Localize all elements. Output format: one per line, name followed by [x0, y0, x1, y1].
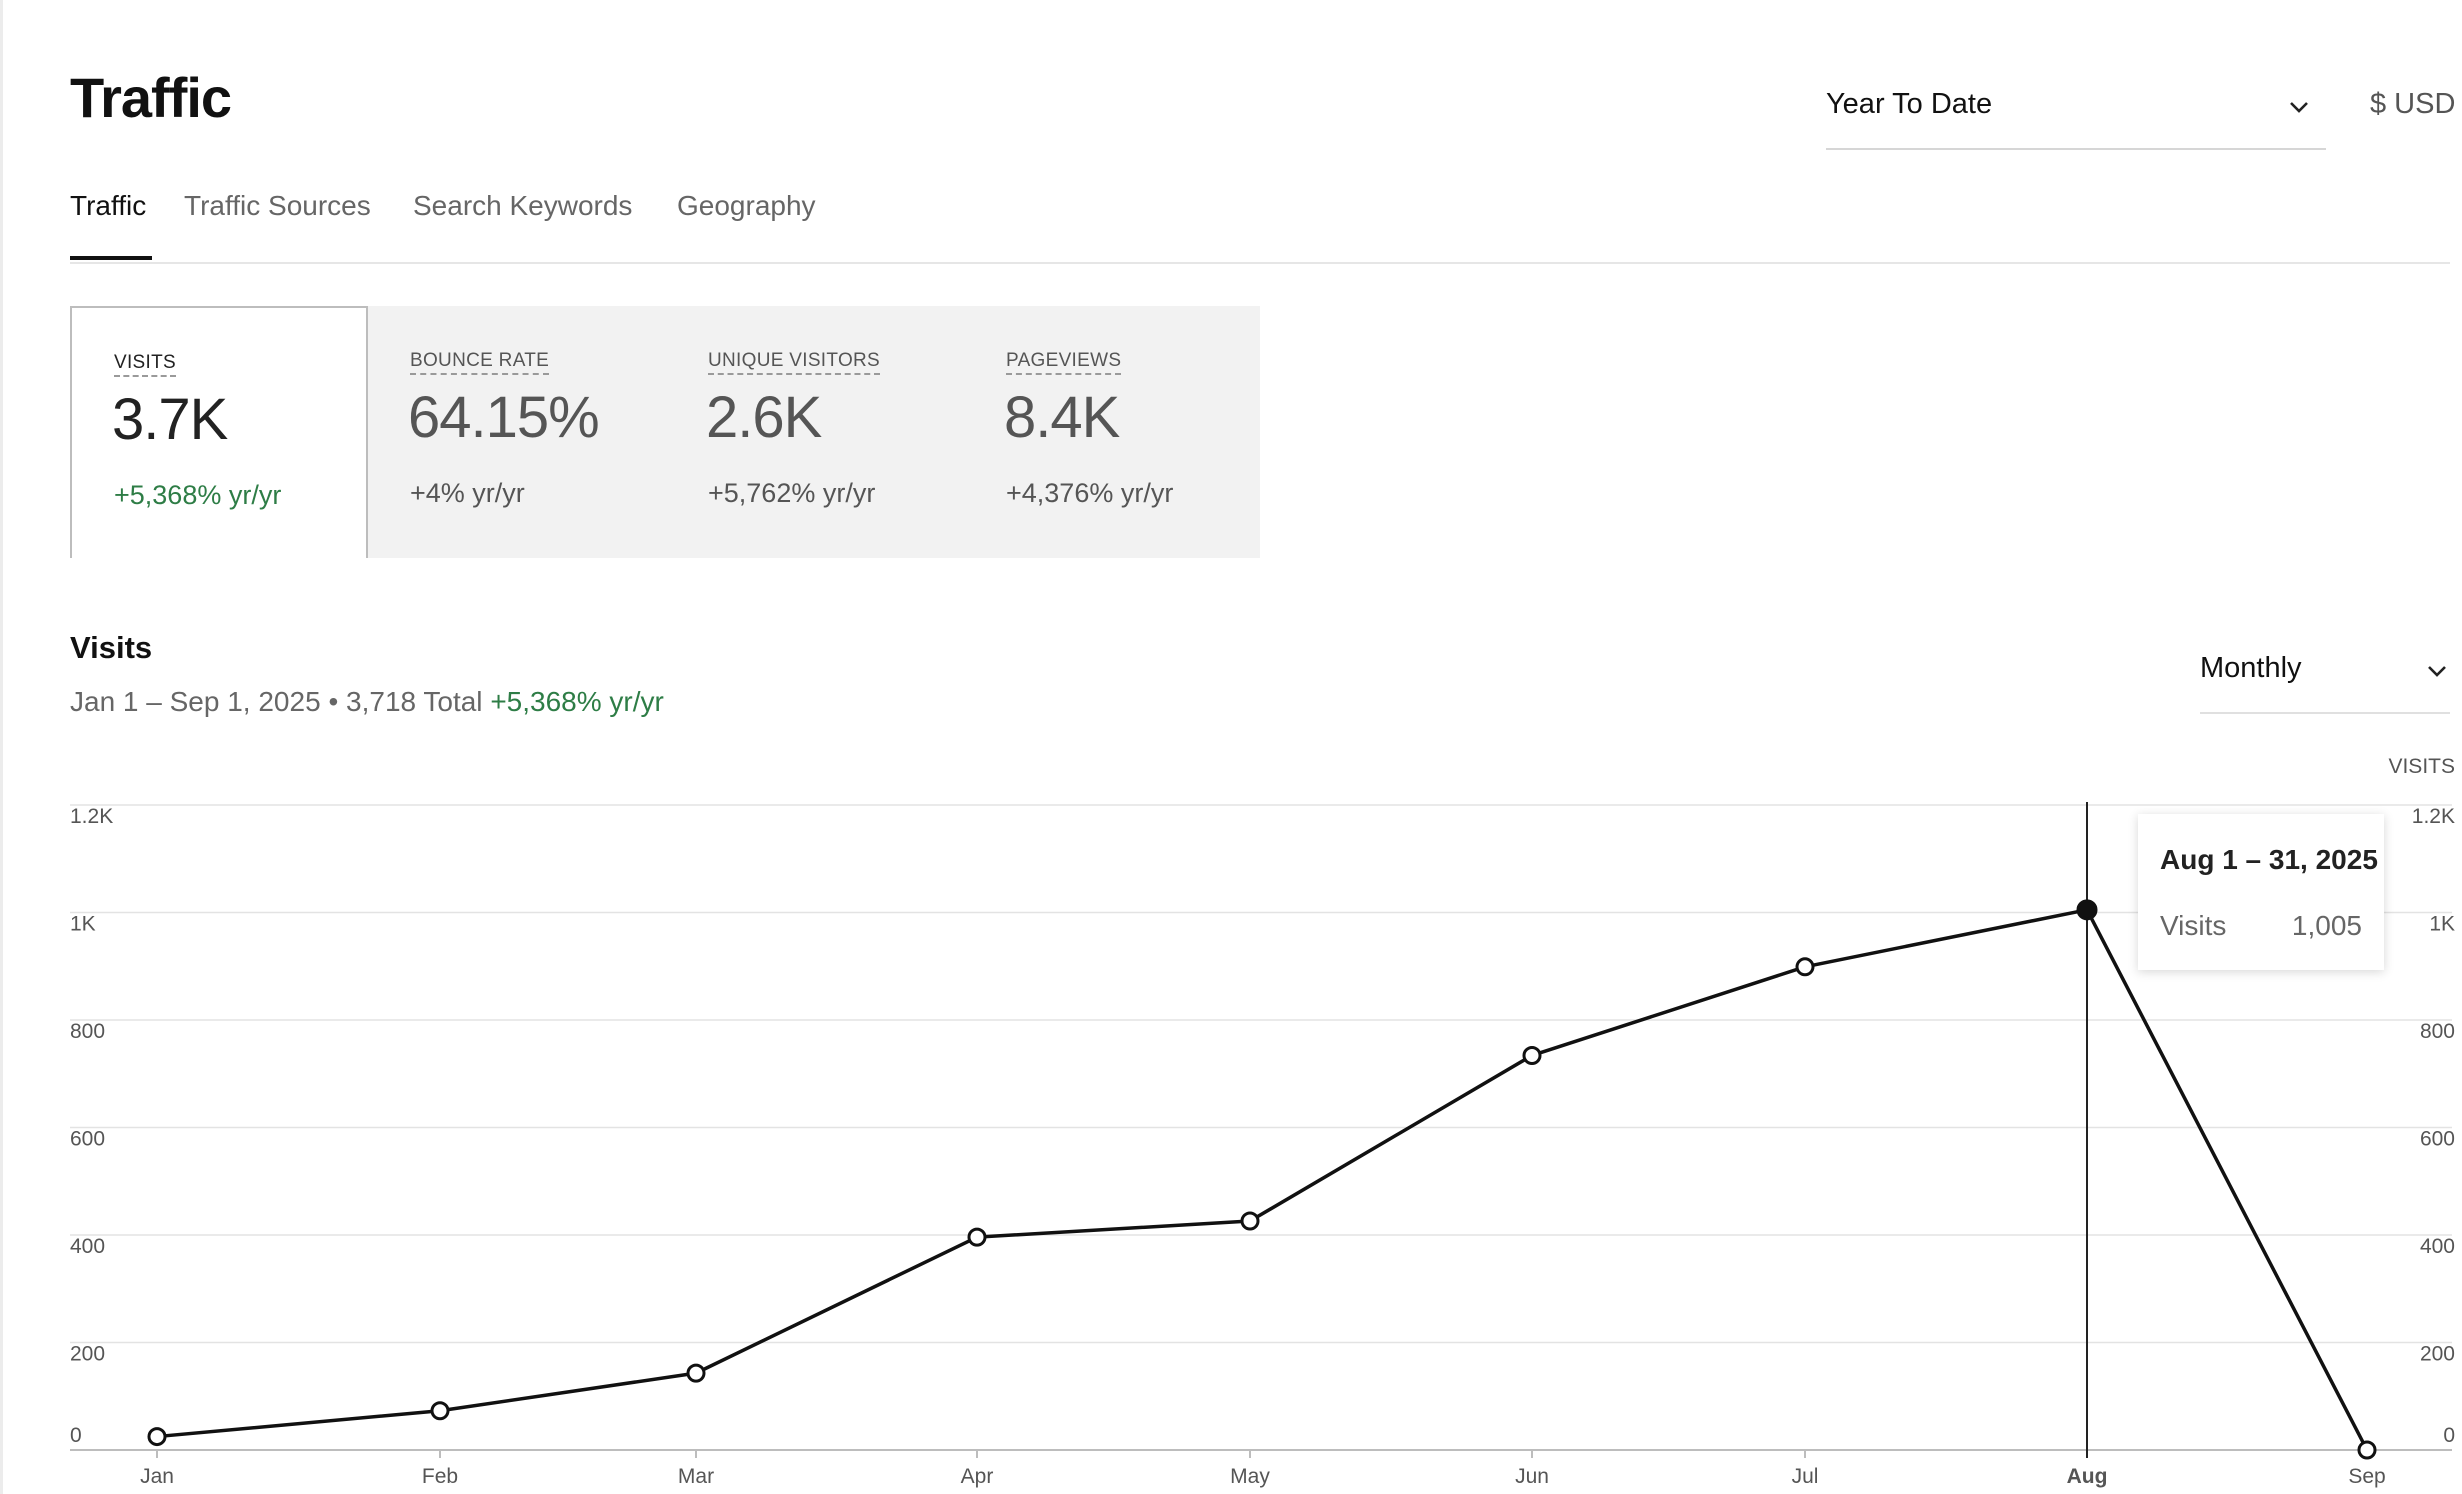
kpi-delta: +5,762% yr/yr: [708, 478, 876, 508]
y-tick-label-left: 800: [70, 1020, 105, 1043]
x-tick-label: Mar: [678, 1465, 714, 1488]
data-point-apr[interactable]: [967, 1227, 987, 1247]
x-tick-label: May: [1230, 1465, 1270, 1488]
chart-series: [147, 802, 2377, 1460]
data-point-jan[interactable]: [147, 1427, 167, 1447]
y-tick-label-left: 600: [70, 1128, 105, 1151]
kpi-delta: +4% yr/yr: [410, 478, 525, 508]
data-point-sep[interactable]: [2357, 1440, 2377, 1460]
page-left-border: [0, 0, 3, 1494]
tooltip-title: Aug 1 – 31, 2025: [2160, 844, 2378, 875]
kpi-label: VISITS: [114, 352, 176, 377]
visits-line-chart: VISITS 0 0 200 200 400 400 600 600 800 800 1K 1K 1.2…: [70, 755, 2455, 1488]
kpi-value: 8.4K: [1004, 385, 1120, 450]
kpi-card-pageviews[interactable]: PAGEVIEWS 8.4K +4,376% yr/yr: [964, 306, 1262, 558]
x-tick-label: Jul: [1792, 1465, 1819, 1488]
kpi-delta: +4,376% yr/yr: [1006, 478, 1174, 508]
data-point-may[interactable]: [1240, 1211, 1260, 1231]
page-title: Traffic: [70, 66, 232, 129]
data-point-aug[interactable]: [2076, 899, 2098, 921]
interval-select[interactable]: Monthly: [2200, 646, 2450, 714]
y-tick-label-left: 400: [70, 1235, 105, 1258]
visits-date-range: Jan 1 – Sep 1, 2025: [70, 686, 321, 717]
y-tick-label-left: 1K: [70, 913, 96, 936]
data-point-jul[interactable]: [1795, 957, 1815, 977]
kpi-label: BOUNCE RATE: [410, 350, 550, 375]
kpi-card-unique-visitors[interactable]: UNIQUE VISITORS 2.6K +5,762% yr/yr: [666, 306, 964, 558]
x-tick-label: Apr: [961, 1465, 994, 1488]
summary-separator: •: [328, 686, 339, 717]
kpi-label: PAGEVIEWS: [1006, 350, 1122, 375]
kpi-card-bounce-rate[interactable]: BOUNCE RATE 64.15% +4% yr/yr: [368, 306, 666, 558]
visits-total: 3,718 Total: [346, 686, 483, 717]
kpi-value: 64.15%: [408, 385, 600, 450]
kpi-delta: +5,368% yr/yr: [114, 480, 282, 510]
right-axis-title: VISITS: [2388, 755, 2455, 778]
series-line-visits: [156, 908, 2369, 1451]
y-tick-label-left: 1.2K: [70, 805, 113, 828]
tab-bar: Traffic Traffic Sources Search Keywords …: [70, 190, 2450, 264]
x-tick-label: Jun: [1515, 1465, 1549, 1488]
y-tick-label-right: 200: [2420, 1343, 2455, 1366]
chart-gridlines: [70, 804, 2452, 1451]
data-point-jun[interactable]: [1522, 1045, 1542, 1065]
chevron-down-icon: [2290, 102, 2308, 113]
y-tick-label-right: 0: [2443, 1424, 2455, 1447]
y-tick-label-right: 800: [2420, 1020, 2455, 1043]
kpi-panel: VISITS 3.7K +5,368% yr/yr BOUNCE RATE 64…: [70, 306, 1260, 558]
tab-traffic[interactable]: Traffic: [70, 190, 152, 260]
y-tick-label-left: 0: [70, 1424, 82, 1447]
tooltip-metric: Visits: [2160, 910, 2227, 941]
y-tick-label-right: 400: [2420, 1235, 2455, 1258]
tab-geography[interactable]: Geography: [677, 190, 816, 221]
x-tick-label: Aug: [2067, 1465, 2108, 1488]
y-tick-label-right: 1.2K: [2412, 805, 2455, 828]
x-tick-label: Sep: [2348, 1465, 2385, 1488]
date-range-select[interactable]: Year To Date: [1826, 82, 2326, 150]
date-range-value: Year To Date: [1826, 88, 1993, 120]
tab-search-keywords[interactable]: Search Keywords: [413, 190, 633, 221]
visits-delta: +5,368% yr/yr: [490, 686, 664, 717]
kpi-value: 2.6K: [706, 385, 822, 450]
kpi-card-visits[interactable]: VISITS 3.7K +5,368% yr/yr: [70, 306, 368, 558]
interval-value: Monthly: [2200, 652, 2302, 684]
x-tick-label: Feb: [422, 1465, 458, 1488]
tab-traffic-sources[interactable]: Traffic Sources: [184, 190, 371, 221]
y-tick-label-right: 1K: [2429, 913, 2455, 936]
data-point-feb[interactable]: [430, 1401, 450, 1421]
kpi-value: 3.7K: [112, 387, 228, 452]
x-tick-label: Jan: [140, 1465, 174, 1488]
chart-tick-labels: 0 0 200 200 400 400 600 600 800 800 1K 1K 1.2K 1.2K Ja…: [70, 805, 2455, 1488]
visits-summary: Jan 1 – Sep 1, 2025 • 3,718 Total +5,368…: [70, 686, 664, 718]
y-tick-label-left: 200: [70, 1343, 105, 1366]
data-point-mar[interactable]: [686, 1363, 706, 1383]
y-tick-label-right: 600: [2420, 1128, 2455, 1151]
kpi-label: UNIQUE VISITORS: [708, 350, 881, 375]
chevron-down-icon: [2428, 666, 2446, 677]
visits-section-title: Visits: [70, 630, 153, 665]
chart-tooltip: Aug 1 – 31, 2025 Visits 1,005: [2138, 814, 2384, 970]
tooltip-value: 1,005: [2291, 910, 2362, 941]
currency-label: $ USD: [2370, 88, 2456, 120]
